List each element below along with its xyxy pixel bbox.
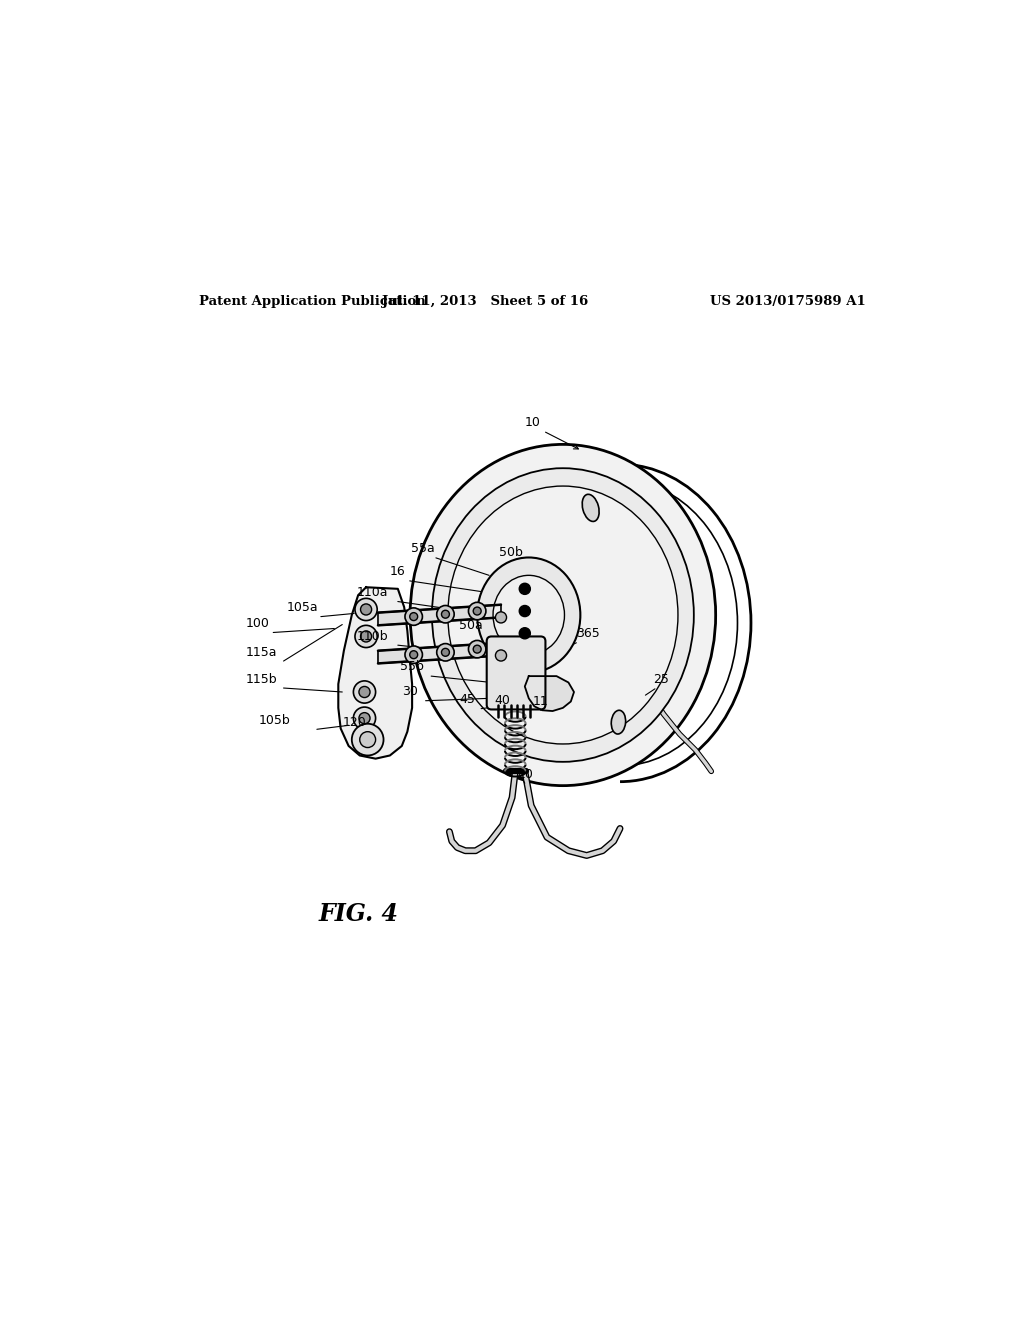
Text: 120: 120	[342, 717, 366, 729]
Circle shape	[473, 607, 481, 615]
Ellipse shape	[432, 469, 694, 762]
Text: 40: 40	[495, 694, 511, 708]
Text: Patent Application Publication: Patent Application Publication	[200, 296, 426, 308]
Polygon shape	[378, 605, 501, 626]
Text: 30: 30	[401, 685, 418, 698]
Circle shape	[360, 605, 372, 615]
Circle shape	[519, 606, 530, 616]
Text: 11: 11	[532, 694, 549, 708]
Circle shape	[410, 651, 418, 659]
Circle shape	[410, 612, 418, 620]
Circle shape	[473, 645, 481, 653]
Circle shape	[355, 626, 377, 648]
Circle shape	[436, 606, 455, 623]
Text: 105a: 105a	[287, 601, 318, 614]
Circle shape	[352, 723, 384, 755]
Text: 365: 365	[577, 627, 600, 640]
Text: US 2013/0175989 A1: US 2013/0175989 A1	[711, 296, 866, 308]
Text: FIG. 4: FIG. 4	[318, 902, 398, 927]
Ellipse shape	[611, 710, 626, 734]
Text: 115b: 115b	[246, 673, 278, 685]
Circle shape	[359, 686, 370, 697]
Circle shape	[441, 610, 450, 618]
Text: 55b: 55b	[400, 660, 424, 673]
Circle shape	[359, 713, 370, 723]
Text: 10: 10	[524, 416, 541, 429]
Text: 110a: 110a	[356, 586, 388, 599]
Circle shape	[468, 602, 486, 620]
Ellipse shape	[447, 486, 678, 744]
Circle shape	[404, 609, 423, 626]
Circle shape	[441, 648, 450, 656]
Ellipse shape	[583, 494, 599, 521]
Ellipse shape	[411, 445, 716, 785]
Text: Jul. 11, 2013   Sheet 5 of 16: Jul. 11, 2013 Sheet 5 of 16	[382, 296, 588, 308]
Circle shape	[496, 612, 507, 623]
Text: 45: 45	[459, 693, 475, 706]
Text: 50a: 50a	[459, 619, 482, 632]
Text: 25: 25	[653, 673, 670, 685]
Circle shape	[496, 649, 507, 661]
Circle shape	[353, 681, 376, 704]
Text: 50b: 50b	[500, 546, 523, 560]
Text: 100: 100	[246, 616, 269, 630]
Text: 55a: 55a	[412, 543, 435, 556]
Polygon shape	[378, 643, 501, 664]
Text: 16: 16	[390, 565, 406, 578]
Text: 110b: 110b	[356, 630, 388, 643]
Circle shape	[353, 708, 376, 729]
Text: 20: 20	[517, 768, 532, 781]
Circle shape	[519, 628, 530, 639]
Circle shape	[519, 583, 530, 594]
Ellipse shape	[477, 557, 581, 673]
Circle shape	[404, 645, 423, 664]
Polygon shape	[524, 676, 574, 711]
Text: 115a: 115a	[246, 645, 276, 659]
Polygon shape	[338, 587, 412, 759]
Text: 105b: 105b	[259, 714, 291, 727]
Circle shape	[468, 640, 486, 657]
Circle shape	[355, 598, 377, 620]
Circle shape	[436, 644, 455, 661]
Circle shape	[360, 631, 372, 642]
FancyBboxPatch shape	[486, 636, 546, 709]
Ellipse shape	[494, 576, 564, 655]
Circle shape	[359, 731, 376, 747]
